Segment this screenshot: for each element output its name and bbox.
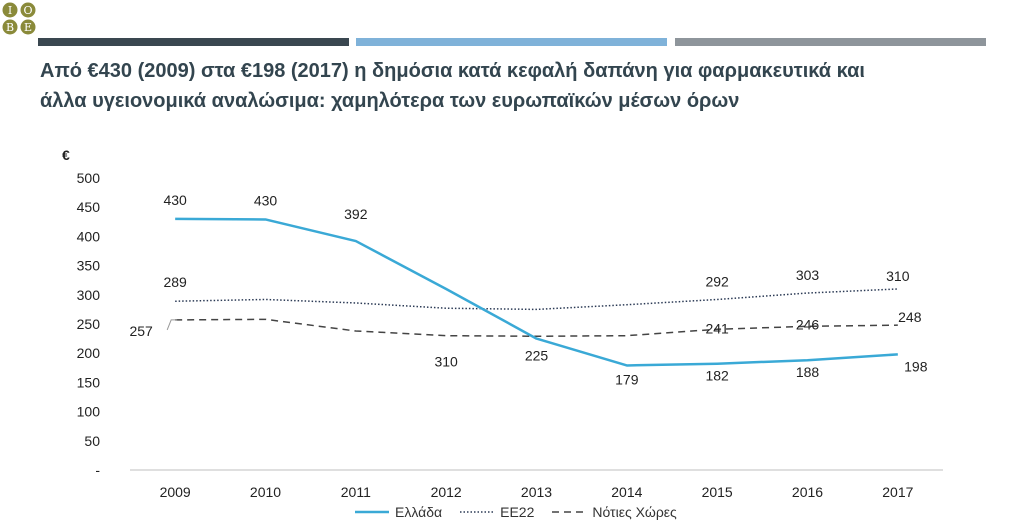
x-tick-label: 2013 (521, 484, 552, 500)
y-tick-label: 350 (77, 258, 101, 274)
legend-swatch-dotted (460, 511, 495, 513)
y-tick-label: 300 (77, 287, 101, 303)
svg-text:Β: Β (6, 21, 14, 34)
y-axis-label: € (62, 147, 70, 163)
data-label-greece: 179 (615, 371, 639, 387)
data-label-eu22: 303 (796, 267, 820, 283)
y-tick-label: 450 (77, 199, 101, 215)
data-label-south: 246 (796, 316, 820, 332)
svg-text:Ο: Ο (23, 4, 32, 17)
label-leader-line (166, 319, 178, 331)
data-label-south: 248 (898, 309, 922, 325)
y-tick-label: 50 (84, 433, 100, 449)
x-tick-label: 2014 (611, 484, 642, 500)
legend-label-eu22: ΕΕ22 (500, 504, 535, 520)
page-title: Από €430 (2009) στα €198 (2017) η δημόσι… (40, 56, 1000, 116)
legend-label-south: Νότιες Χώρες (592, 504, 677, 520)
data-label-south: 257 (129, 323, 153, 339)
header-bar-dark (38, 38, 349, 46)
legend-item-eu22: ΕΕ22 (460, 504, 534, 520)
data-label-south: 310 (434, 354, 458, 370)
data-label-greece: 225 (525, 348, 549, 364)
data-label-greece: 430 (163, 192, 187, 208)
legend-swatch-dashed (552, 511, 587, 513)
legend-item-south: Νότιες Χώρες (552, 504, 677, 520)
series-line-south (175, 318, 898, 338)
title-line-1: Από €430 (2009) στα €198 (2017) η δημόσι… (40, 60, 865, 82)
svg-text:Ι: Ι (8, 4, 12, 17)
series-line-greece (175, 217, 898, 367)
y-tick-label: - (95, 462, 100, 478)
y-tick-label: 250 (77, 316, 101, 332)
series-line-eu22 (175, 288, 898, 311)
x-tick-label: 2012 (431, 484, 462, 500)
x-tick-label: 2009 (160, 484, 191, 500)
x-tick-label: 2015 (702, 484, 733, 500)
data-label-greece: 430 (254, 192, 278, 208)
data-label-greece: 198 (904, 358, 928, 374)
x-tick-label: 2016 (792, 484, 823, 500)
data-label-greece: 188 (796, 364, 820, 380)
chart-legend: Ελλάδα ΕΕ22 Νότιες Χώρες (355, 500, 695, 524)
data-label-eu22: 289 (163, 274, 187, 290)
header-bar-grey (675, 38, 986, 46)
svg-text:Ε: Ε (24, 21, 32, 34)
data-label-south: 241 (705, 320, 729, 336)
header-bar-light (356, 38, 667, 46)
data-label-eu22: 310 (886, 268, 910, 284)
x-tick-label: 2017 (882, 484, 913, 500)
y-tick-label: 150 (77, 374, 101, 390)
legend-item-greece: Ελλάδα (355, 504, 442, 520)
data-label-eu22: 292 (705, 273, 729, 289)
legend-label-greece: Ελλάδα (395, 504, 443, 520)
y-tick-label: 100 (77, 404, 101, 420)
iobe-logo: Ι Ο Β Ε (2, 2, 36, 35)
y-tick-label: 400 (77, 228, 101, 244)
legend-swatch-solid (355, 510, 389, 514)
data-label-greece: 392 (344, 206, 368, 222)
title-line-2: άλλα υγειονομικά αναλώσιμα: χαμηλότερα τ… (40, 90, 740, 112)
y-tick-label: 200 (77, 345, 101, 361)
data-label-greece: 182 (705, 368, 729, 384)
y-tick-label: 500 (77, 170, 101, 186)
x-tick-label: 2011 (341, 484, 371, 500)
x-tick-label: 2010 (250, 484, 281, 500)
